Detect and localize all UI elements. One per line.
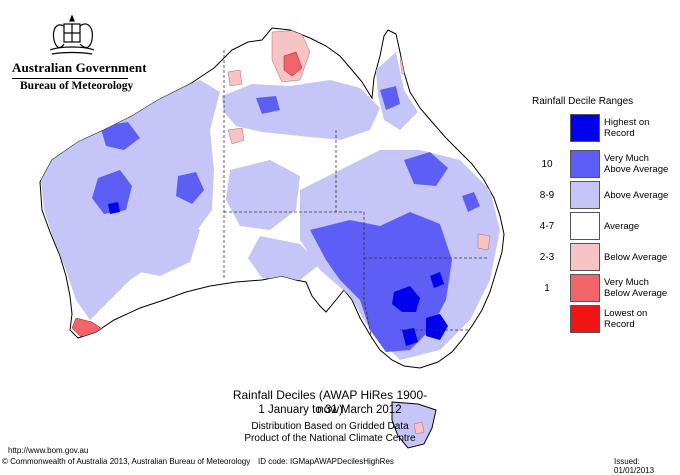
- bom-link[interactable]: http://www.bom.gov.au: [8, 446, 89, 455]
- coat-of-arms-icon: [49, 14, 95, 55]
- legend-label: Highest on Record: [604, 117, 650, 139]
- legend-swatch: [570, 243, 600, 271]
- legend-range: 8-9: [539, 189, 555, 201]
- legend-range: 10: [541, 158, 553, 170]
- legend-item-average: 4-7 Average: [532, 212, 672, 240]
- legend-label: Very Much Above Average: [604, 153, 669, 175]
- issued-date: Issued: 01/01/2013: [614, 457, 655, 475]
- legend-item-very-much-above: 10 Very Much Above Average: [532, 150, 672, 178]
- legend-label: Very Much Below Average: [604, 277, 668, 299]
- government-title: Australian Government: [12, 60, 147, 75]
- very-much-above-average-regions: [92, 86, 480, 352]
- legend-swatch: [570, 274, 600, 302]
- map-subtitle: Distribution Based on Gridded Data Produc…: [244, 421, 416, 444]
- legend-item-above: 8-9 Above Average: [532, 181, 672, 209]
- highest-on-record-regions: [108, 202, 448, 346]
- legend-swatch: [570, 181, 600, 209]
- legend-swatch: [570, 305, 600, 333]
- legend-swatch: [570, 212, 600, 240]
- legend-range: 1: [544, 282, 550, 294]
- legend-item-very-much-below: 1 Very Much Below Average: [532, 274, 672, 302]
- legend-range: 4-7: [539, 220, 555, 232]
- legend-item-highest: Highest on Record: [532, 114, 672, 142]
- legend-swatch: [570, 150, 600, 178]
- legend-item-lowest: Lowest on Record: [532, 305, 672, 333]
- legend-range: [532, 114, 562, 142]
- above-average-regions: [40, 52, 500, 360]
- copyright-notice: © Commonwealth of Australia 2013, Austra…: [2, 457, 251, 466]
- legend-range: 2-3: [539, 251, 555, 263]
- legend-label: Lowest on Record: [604, 308, 648, 330]
- legend-item-below: 2-3 Below Average: [532, 243, 672, 271]
- map-title: Rainfall Deciles (AWAP HiRes 1900-now): [232, 388, 428, 416]
- legend-range: [532, 305, 562, 333]
- legend-label: Below Average: [604, 251, 668, 263]
- tasmania-below-average: [413, 421, 425, 435]
- legend-title: Rainfall Decile Ranges: [532, 96, 634, 107]
- id-code: ID code: IGMapAWAPDecilesHighRes: [258, 457, 394, 466]
- legend-label: Above Average: [604, 189, 669, 201]
- header-divider: [12, 78, 128, 79]
- legend-label: Average: [604, 220, 640, 232]
- state-borders: [223, 50, 488, 341]
- map-date-range: 1 January to 31 March 2012: [258, 404, 402, 416]
- bureau-title: Bureau of Meteorology: [20, 80, 134, 92]
- legend-swatch: [570, 114, 600, 142]
